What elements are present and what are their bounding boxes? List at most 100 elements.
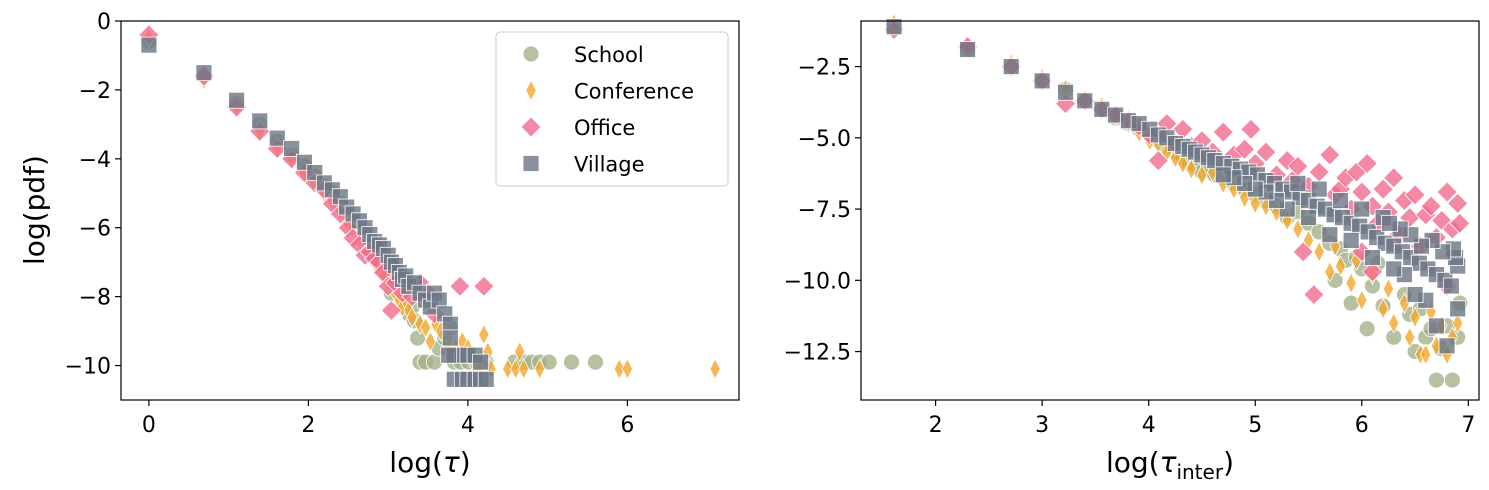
right-office-point — [1255, 141, 1277, 163]
right-office-point — [1356, 152, 1378, 175]
right-village-point — [1442, 277, 1460, 295]
right-conference-point — [1324, 260, 1336, 283]
left-y-tick-label: −10 — [65, 355, 111, 380]
right-office-point — [1212, 121, 1234, 143]
left-village-point — [472, 353, 490, 371]
right-village-point — [1332, 192, 1349, 209]
left-village-point — [251, 112, 269, 130]
right-ticks-layer: 2 3 4 5 6 7 −2.5 −5.0 −7.5 −10.0 −12.5 — [784, 56, 1476, 438]
legend-items: School Conference Office Village — [520, 43, 694, 177]
right-conference-point — [1345, 272, 1357, 295]
right-office-point — [1308, 161, 1330, 183]
right-office-point — [1383, 167, 1405, 189]
right-conference-point — [1334, 255, 1347, 277]
right-village-point — [1289, 175, 1307, 192]
right-conference-point — [1377, 297, 1389, 320]
right-office-point — [1240, 118, 1262, 140]
right-office-point — [1361, 261, 1384, 283]
left-y-tick-label: 0 — [97, 10, 111, 35]
right-village-point — [1406, 286, 1424, 303]
right-village-point — [1449, 300, 1467, 318]
right-plot-frame — [860, 20, 1480, 401]
left-school-point — [563, 353, 580, 371]
right-village-point — [1385, 260, 1403, 278]
right-village-point — [1300, 209, 1317, 227]
right-village-point — [1353, 200, 1371, 218]
right-x-tick-label: 7 — [1461, 413, 1475, 438]
legend-school-marker — [522, 45, 540, 63]
right-conference-point — [1356, 289, 1368, 312]
left-x-tick-label: 4 — [461, 413, 475, 438]
right-conference-point — [1185, 158, 1197, 181]
left-village-point — [228, 91, 246, 109]
right-office-point — [1319, 144, 1341, 166]
left-village-point — [268, 129, 286, 147]
right-village-point — [1342, 232, 1360, 249]
legend-village-marker — [522, 155, 540, 172]
right-panel: 2 3 4 5 6 7 −2.5 −5.0 −7.5 −10.0 −12.5 log(τinter) — [784, 12, 1480, 484]
right-office-point — [1372, 178, 1394, 200]
right-office-point — [1447, 192, 1469, 214]
right-office-point — [1351, 181, 1373, 203]
right-conference-point — [1420, 343, 1432, 366]
right-x-tick-label: 5 — [1248, 413, 1262, 438]
right-village-point — [885, 18, 903, 36]
left-conference-point — [709, 358, 721, 380]
legend-conference-marker — [525, 79, 537, 102]
left-plot-frame — [120, 20, 740, 401]
right-office-point — [1404, 184, 1426, 206]
right-x-tick-label: 6 — [1355, 413, 1369, 438]
right-village-point — [959, 41, 976, 58]
right-office-point — [1436, 181, 1458, 203]
left-ticks-layer: 0 2 4 6 0 −2 −4 −6 −8 −10 — [65, 10, 635, 438]
left-panel: 0 2 4 6 0 −2 −4 −6 −8 −10 log(τ) log(pdf) — [18, 10, 740, 479]
right-x-tick-label: 2 — [929, 413, 943, 438]
right-office-point — [1303, 283, 1325, 306]
left-village-point — [140, 36, 158, 54]
right-y-tick-label: −10.0 — [784, 269, 851, 294]
left-x-tick-label: 2 — [301, 413, 315, 438]
right-x-tick-label: 4 — [1142, 413, 1156, 438]
right-y-tick-label: −12.5 — [784, 341, 851, 366]
left-village-point — [195, 64, 213, 82]
right-conference-point — [1388, 312, 1400, 334]
left-village-point — [283, 140, 301, 157]
right-village-point — [1364, 249, 1381, 266]
right-village-point — [1057, 83, 1074, 101]
right-village-point — [1321, 226, 1339, 244]
left-conference-point — [613, 358, 626, 380]
left-office-point — [380, 299, 402, 321]
legend-office-marker — [520, 116, 542, 138]
right-village-point — [1381, 214, 1398, 232]
right-x-tick-label: 3 — [1035, 413, 1049, 438]
right-office-point — [1234, 138, 1256, 160]
right-school-point — [1342, 294, 1360, 312]
right-y-tick-label: −5.0 — [798, 127, 851, 152]
left-conference-point — [621, 358, 634, 380]
left-x-tick-label: 0 — [142, 413, 156, 438]
left-y-tick-label: −2 — [79, 79, 111, 104]
left-points-layer — [138, 24, 721, 388]
legend-box — [495, 31, 729, 187]
left-conference-point — [510, 358, 522, 380]
left-village-point — [477, 370, 495, 388]
left-conference-point — [478, 323, 490, 346]
left-office-point — [449, 275, 471, 297]
right-school-point — [1427, 371, 1445, 389]
left-x-tick-label: 6 — [620, 413, 634, 438]
left-school-point — [587, 353, 604, 371]
left-conference-point — [533, 358, 546, 380]
right-conference-point — [1409, 306, 1421, 329]
right-school-point — [1443, 371, 1461, 389]
left-conference-point — [424, 330, 437, 353]
right-conference-point — [1177, 152, 1189, 175]
left-village-point — [441, 329, 459, 347]
left-conference-point — [406, 306, 418, 329]
legend-village-label: Village — [574, 153, 645, 177]
right-village-point — [1214, 166, 1232, 184]
right-y-tick-label: −7.5 — [798, 198, 851, 223]
right-conference-point — [1452, 312, 1464, 334]
right-points-layer — [883, 12, 1471, 389]
right-village-point — [1033, 72, 1051, 90]
